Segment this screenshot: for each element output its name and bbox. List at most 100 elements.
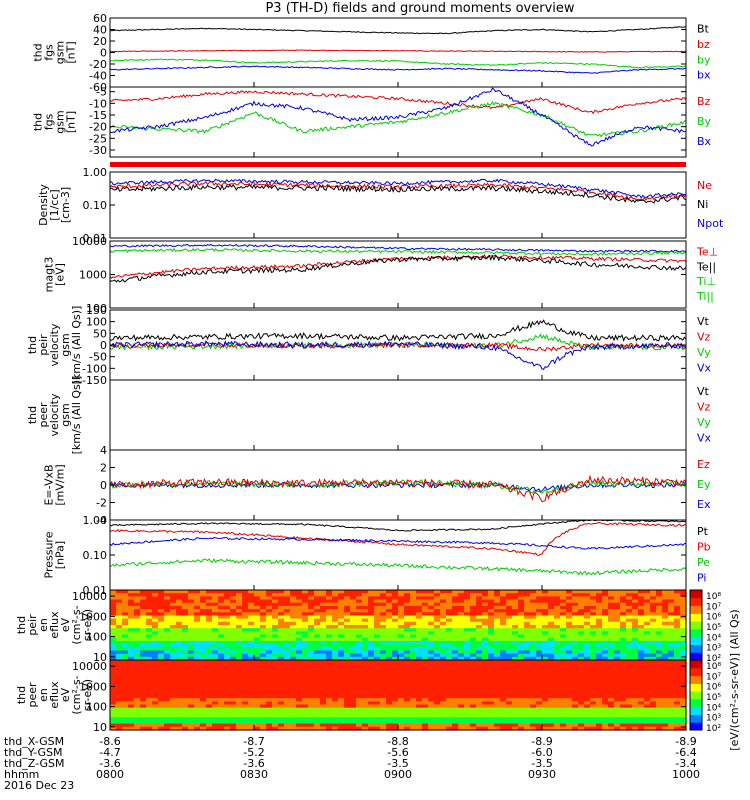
spectrogram-cell (386, 672, 393, 677)
spectrogram-cell (446, 628, 453, 632)
spectrogram-cell (188, 688, 195, 693)
spectrogram-cell (596, 628, 603, 632)
spectrogram-cell (608, 663, 615, 667)
spectrogram-cell (128, 691, 135, 696)
spectrogram-cell (182, 704, 189, 709)
spectrogram-cell (134, 688, 141, 693)
spectrogram-cell (524, 644, 531, 648)
spectrogram-cell (320, 704, 327, 709)
colorbar-tick-label: 10⁷ (706, 672, 721, 682)
spectrogram-cell (470, 660, 477, 664)
spectrogram-cell (134, 691, 141, 696)
spectrogram-cell (584, 653, 591, 658)
spectrogram-cell (272, 723, 279, 728)
spectrogram-cell (110, 650, 117, 655)
spectrogram-cell (230, 650, 237, 655)
spectrogram-cell (434, 726, 441, 731)
spectrogram-cell (668, 647, 675, 652)
spectrogram-cell (620, 599, 627, 604)
spectrogram-cell (608, 672, 615, 677)
spectrogram-cell (380, 726, 387, 731)
spectrogram-cell (536, 609, 543, 613)
spectrogram-cell (218, 637, 225, 642)
spectrogram-cell (422, 691, 429, 696)
spectrogram-cell (284, 615, 291, 620)
spectrogram-cell (530, 660, 537, 664)
spectrogram-cell (170, 679, 177, 683)
spectrogram-cell (446, 631, 453, 636)
spectrogram-cell (122, 707, 129, 712)
spectrogram-cell (548, 637, 555, 642)
spectrogram-cell (380, 666, 387, 671)
spectrogram-cell (572, 710, 579, 715)
y-tick-label: 1.00 (83, 166, 108, 179)
spectrogram-cell (350, 653, 357, 658)
colorbar-segment (690, 698, 702, 708)
spectrogram-cell (158, 634, 165, 639)
spectrogram-cell (566, 637, 573, 642)
spectrogram-cell (428, 660, 435, 664)
spectrogram-cell (206, 701, 213, 706)
spectrogram-cell (314, 691, 321, 696)
spectrogram-cell (326, 637, 333, 642)
spectrogram-cell (500, 637, 507, 642)
spectrogram-cell (320, 679, 327, 683)
spectrogram-cell (356, 714, 363, 718)
spectrogram-cell (296, 612, 303, 617)
colorbar-tick-label: 10³ (706, 714, 721, 724)
spectrogram-cell (272, 707, 279, 712)
spectrogram-cell (350, 631, 357, 636)
spectrogram-cell (590, 647, 597, 652)
spectrogram-cell (638, 682, 645, 687)
spectrogram-cell (164, 609, 171, 613)
spectrogram-cell (332, 590, 339, 594)
spectrogram-cell (356, 647, 363, 652)
spectrogram-cell (674, 605, 681, 610)
spectrogram-cell (242, 717, 249, 722)
spectrogram-cell (650, 720, 657, 725)
spectrogram-cell (578, 714, 585, 718)
spectrogram-cell (116, 669, 123, 674)
x-row-value: 0830 (240, 768, 268, 781)
spectrogram-cell (266, 596, 273, 601)
spectrogram-cell (632, 590, 639, 594)
spectrogram-cell (506, 634, 513, 639)
spectrogram-cell (116, 688, 123, 693)
spectrogram-cell (608, 675, 615, 680)
spectrogram-cell (674, 640, 681, 645)
spectrogram-cell (362, 618, 369, 623)
spectrogram-cell (656, 675, 663, 680)
spectrogram-cell (278, 685, 285, 690)
spectrogram-cell (566, 609, 573, 613)
spectrogram-cell (344, 710, 351, 715)
spectrogram-cell (632, 609, 639, 613)
spectrogram-cell (368, 701, 375, 706)
spectrogram-cell (626, 650, 633, 655)
y-tick-label: 10000 (72, 660, 107, 673)
spectrogram-cell (656, 691, 663, 696)
spectrogram-cell (176, 704, 183, 709)
spectrogram-cell (260, 688, 267, 693)
spectrogram-cell (134, 656, 141, 661)
spectrogram-cell (620, 621, 627, 626)
spectrogram-cell (488, 612, 495, 617)
spectrogram-cell (134, 605, 141, 610)
x-row-value: -8.9 (675, 735, 696, 748)
spectrogram-cell (548, 625, 555, 629)
spectrogram-cell (374, 717, 381, 722)
spectrogram-cell (434, 720, 441, 725)
spectrogram-cell (644, 701, 651, 706)
spectrogram-cell (584, 720, 591, 725)
spectrogram-cell (296, 714, 303, 718)
spectrogram-cell (128, 669, 135, 674)
spectrogram-cell (560, 720, 567, 725)
spectrogram-cell (134, 720, 141, 725)
spectrogram-cell (128, 621, 135, 626)
spectrogram-cell (440, 660, 447, 664)
spectrogram-cell (596, 644, 603, 648)
spectrogram-cell (554, 618, 561, 623)
spectrogram-cell (236, 621, 243, 626)
spectrogram-cell (488, 640, 495, 645)
spectrogram-cell (236, 618, 243, 623)
